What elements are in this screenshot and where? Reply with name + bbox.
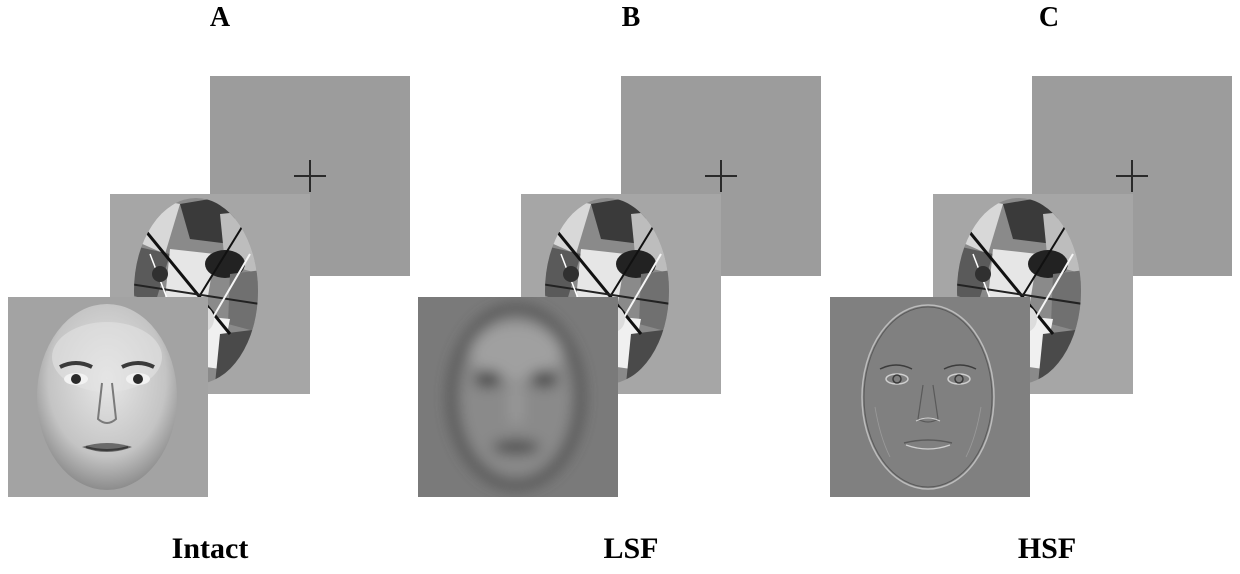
panel-letter-a: A [209, 2, 231, 33]
face-intact-icon [37, 304, 177, 490]
face-frame-lsf [418, 297, 618, 497]
face-frame-hsf [830, 297, 1030, 497]
face-lsf-icon [448, 305, 584, 489]
fixation-cross-icon [294, 160, 326, 192]
fixation-frame-b [621, 76, 821, 276]
panel-letter-b: B [621, 2, 641, 33]
panel-letter-c: C [1038, 2, 1060, 33]
condition-label-hsf: HSF [1017, 532, 1077, 565]
condition-label-intact: Intact [171, 532, 249, 565]
fixation-cross-icon [705, 160, 737, 192]
condition-label-lsf: LSF [603, 532, 659, 565]
face-hsf-icon [861, 304, 995, 490]
fixation-cross-icon [1116, 160, 1148, 192]
face-frame-intact [8, 297, 208, 497]
